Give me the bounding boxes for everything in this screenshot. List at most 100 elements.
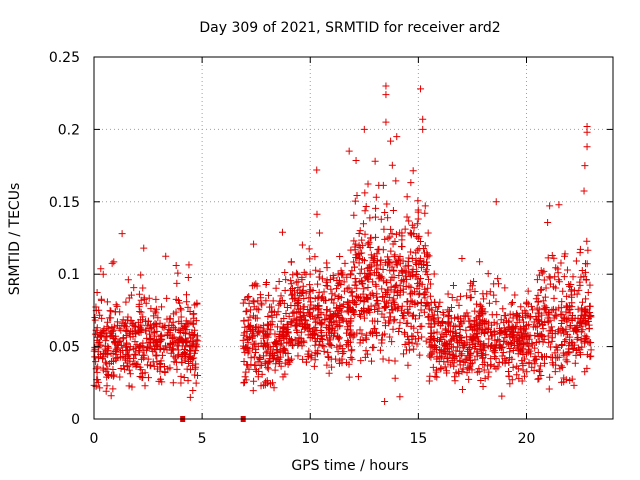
data-point [274, 308, 282, 316]
data-point [425, 377, 433, 385]
data-point [405, 254, 413, 262]
data-point [104, 325, 112, 333]
data-point [313, 166, 321, 174]
data-point [152, 295, 160, 303]
data-point [243, 307, 251, 315]
data-point [181, 354, 189, 362]
data-point [160, 363, 168, 371]
data-point [561, 252, 569, 260]
data-point [278, 228, 286, 236]
data-point [501, 334, 509, 342]
data-point [505, 367, 513, 375]
data-point [165, 315, 173, 323]
data-point [571, 359, 579, 367]
data-point [334, 294, 342, 302]
data-point [136, 373, 144, 381]
data-point [463, 292, 471, 300]
data-point [171, 325, 179, 333]
data-point [578, 298, 586, 306]
data-point [421, 294, 429, 302]
data-point [260, 332, 268, 340]
data-point [501, 284, 509, 292]
data-point [448, 294, 456, 302]
data-point [316, 268, 324, 276]
y-tick-label: 0.05 [49, 340, 80, 356]
data-point [260, 352, 268, 360]
data-point [418, 333, 426, 341]
data-point [484, 362, 492, 370]
data-point [340, 287, 348, 295]
data-point [506, 380, 514, 388]
data-point [94, 363, 102, 371]
data-point [492, 355, 500, 363]
data-point [419, 125, 427, 133]
data-point [277, 362, 285, 370]
data-point [294, 284, 302, 292]
data-point [562, 356, 570, 364]
data-point [118, 230, 126, 238]
data-point [244, 323, 252, 331]
data-point [581, 316, 589, 324]
data-point [471, 320, 479, 328]
data-point [390, 298, 398, 306]
data-point [112, 347, 120, 355]
data-point [189, 361, 197, 369]
data-point [557, 259, 565, 267]
data-point [300, 295, 308, 303]
data-point [537, 286, 545, 294]
data-point [407, 322, 415, 330]
data-point [255, 354, 263, 362]
data-point [433, 373, 441, 381]
data-point [257, 382, 265, 390]
data-point [242, 376, 250, 384]
x-tick-label: 15 [409, 431, 427, 447]
data-point [481, 317, 489, 325]
axes: 0 0.05 0.1 0.15 0.2 0.25 0 5 10 15 20 [49, 50, 614, 447]
data-point [522, 300, 530, 308]
data-point [387, 247, 395, 255]
data-point [111, 308, 119, 316]
data-point [172, 295, 180, 303]
data-point [417, 299, 425, 307]
data-point [97, 265, 105, 273]
data-point [519, 341, 527, 349]
data-point [518, 313, 526, 321]
data-point [447, 328, 455, 336]
data-point [265, 321, 272, 329]
data-point [279, 332, 287, 340]
data-point [190, 354, 198, 362]
data-point [181, 322, 189, 330]
data-point [286, 358, 294, 366]
data-point [487, 332, 495, 340]
data-point [372, 233, 380, 241]
data-point [186, 346, 194, 354]
data-point [466, 286, 474, 294]
data-point [268, 321, 276, 329]
data-point [584, 289, 592, 297]
data-point [476, 258, 484, 266]
data-point [545, 308, 553, 316]
data-point [277, 292, 285, 300]
data-point [562, 308, 570, 316]
data-point [165, 343, 173, 351]
data-point [109, 333, 117, 341]
data-point [313, 210, 321, 218]
data-point [139, 313, 147, 321]
data-point [250, 353, 258, 361]
data-point [536, 362, 544, 370]
data-point [314, 302, 322, 310]
data-point [377, 256, 385, 264]
data-point [379, 266, 387, 274]
data-point [93, 289, 101, 297]
data-point [552, 361, 560, 369]
data-point [356, 250, 364, 258]
data-point [535, 313, 543, 321]
data-point [546, 202, 554, 210]
data-point [276, 336, 284, 344]
data-point [533, 322, 541, 330]
data-point [332, 285, 340, 293]
data-point [328, 290, 336, 298]
data-point [412, 249, 420, 257]
data-point [288, 291, 296, 299]
data-point [282, 276, 290, 284]
